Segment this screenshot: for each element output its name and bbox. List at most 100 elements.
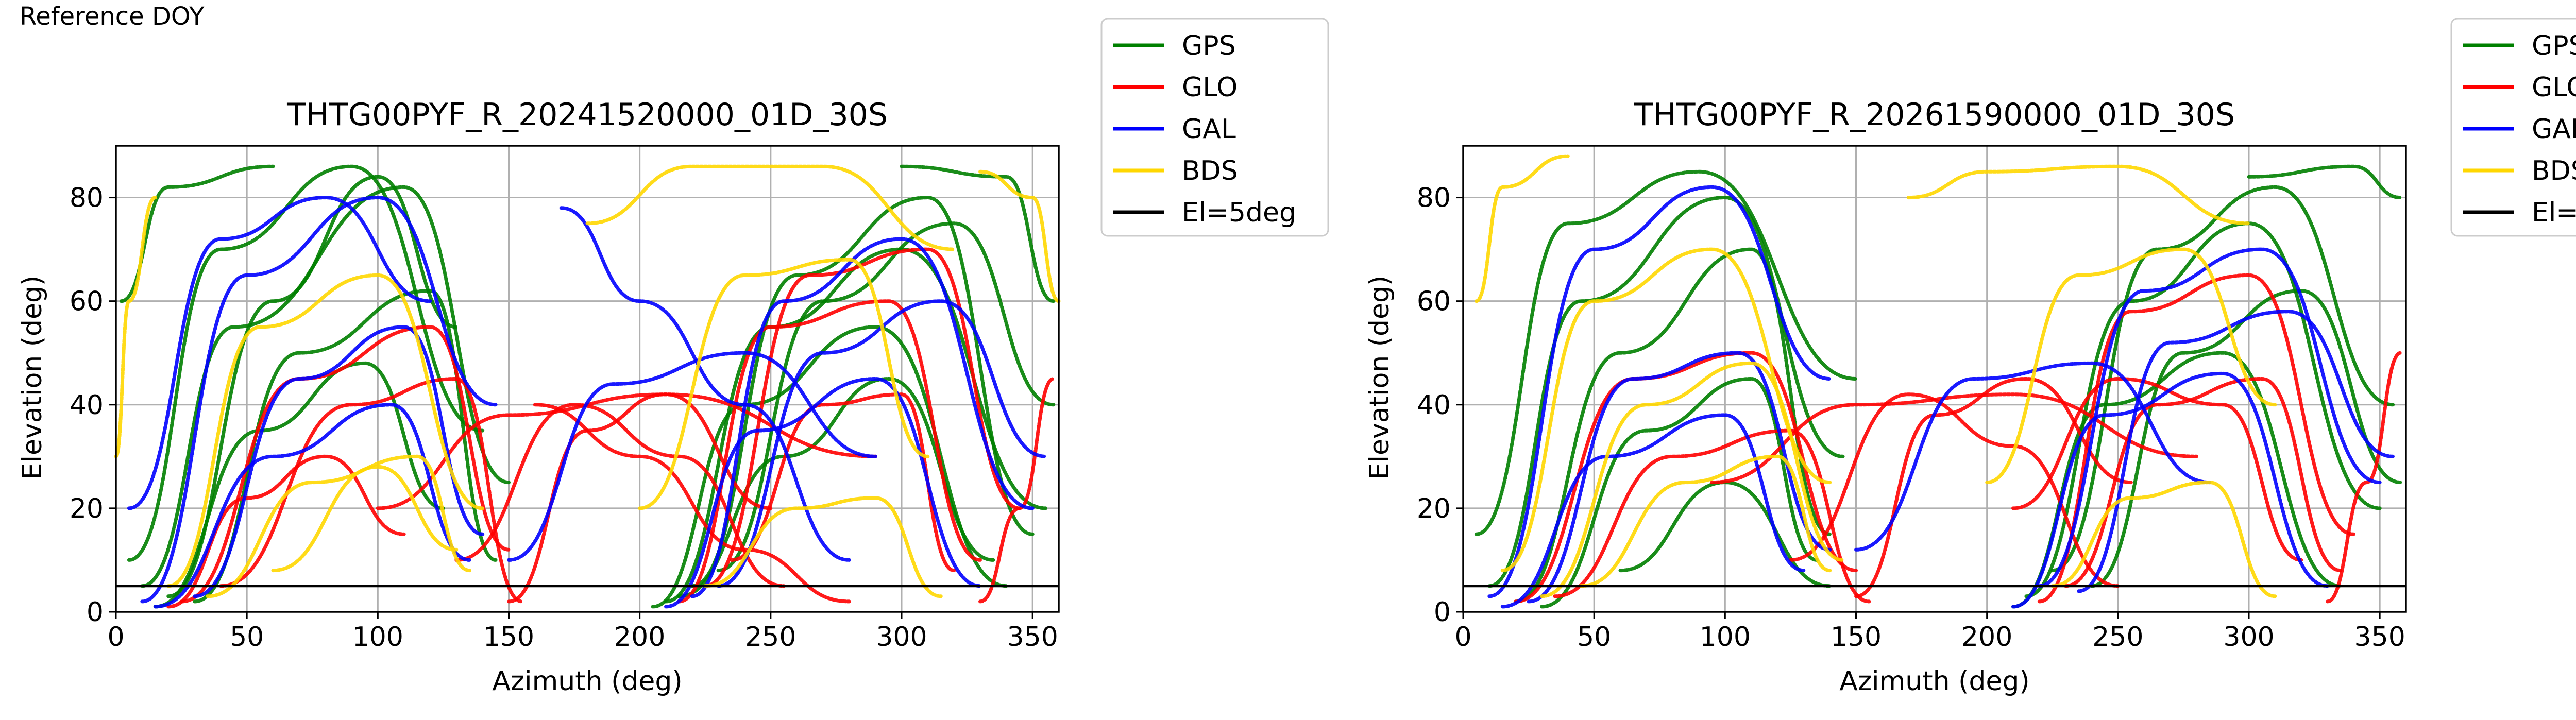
plot-frame <box>1462 145 2407 613</box>
legend-left: GPS GLO GAL BDS El=5deg <box>1100 18 1329 237</box>
gal-track <box>559 206 851 562</box>
legend-label: GPS <box>2532 30 2576 61</box>
y-tick-label: 80 <box>70 183 104 214</box>
gps-track <box>900 164 1056 303</box>
y-tick-label: 0 <box>1434 597 1451 628</box>
legend-item-glo: GLO <box>1113 72 1238 103</box>
series-gal-tracks <box>127 196 1048 609</box>
gps-track <box>1487 196 1845 588</box>
gal-track <box>2011 371 2329 609</box>
series-gps-tracks <box>1474 164 2403 609</box>
gps-track <box>1540 376 1819 609</box>
y-tick-label: 60 <box>1417 286 1451 317</box>
x-tick-label: 350 <box>1007 622 1058 653</box>
legend-label: El=5deg <box>1182 197 1296 228</box>
y-tick-label: 80 <box>1417 183 1451 214</box>
x-axis-label-left: Azimuth (deg) <box>492 666 682 697</box>
bds-track <box>638 258 930 510</box>
x-tick-label: 300 <box>876 622 927 653</box>
y-tick-label: 20 <box>1417 493 1451 524</box>
glo-track <box>1553 428 1871 604</box>
legend-item-gal: GAL <box>1113 114 1236 145</box>
gal-track <box>1500 413 1806 609</box>
gal-track <box>716 299 1048 588</box>
legend-item-gps: GPS <box>1113 30 1236 61</box>
x-tick-label: 0 <box>107 622 124 653</box>
x-tick-label: 50 <box>230 622 264 653</box>
legend-item-glo: GLO <box>2463 72 2576 103</box>
y-axis-label-left: Elevation (deg) <box>17 276 48 480</box>
legend-label: GPS <box>1182 30 1236 61</box>
bds-track <box>978 169 1061 303</box>
gal-track <box>1854 361 2212 552</box>
x-tick-label: 100 <box>1700 622 1751 653</box>
gps-track <box>153 361 445 609</box>
gps-track <box>690 196 1035 588</box>
x-tick-label: 150 <box>1831 622 1882 653</box>
plot-title-left: THTG00PYF_R_20241520000_01D_30S <box>286 97 888 133</box>
x-axis-label-right: Azimuth (deg) <box>1839 666 2029 697</box>
bds-track <box>114 196 157 458</box>
x-tick-label: 300 <box>2223 622 2274 653</box>
gps-track <box>716 221 1056 573</box>
x-tick-label: 100 <box>352 622 403 653</box>
glo-track <box>703 247 1022 588</box>
bds-track <box>703 496 943 598</box>
series-bds-tracks <box>114 164 1061 598</box>
gal-track <box>2077 310 2395 593</box>
x-tick-label: 200 <box>1961 622 2012 653</box>
gps-track <box>193 289 498 604</box>
plot-frame <box>115 145 1060 613</box>
x-tick-label: 50 <box>1577 622 1611 653</box>
glo-track <box>454 403 786 588</box>
x-tick-label: 200 <box>614 622 665 653</box>
series-gal-tracks <box>1487 185 2395 609</box>
legend-item-gps: GPS <box>2463 30 2576 61</box>
x-tick-label: 250 <box>745 622 796 653</box>
gal-track <box>153 403 471 609</box>
legend-label: El=5deg <box>2532 197 2576 228</box>
series-bds-tracks <box>1474 154 2277 598</box>
gps-track <box>2024 221 2382 598</box>
gal-track <box>2037 247 2382 588</box>
y-tick-label: 40 <box>70 390 104 421</box>
x-tick-label: 250 <box>2092 622 2143 653</box>
glo-track <box>179 325 511 604</box>
gal-track <box>690 237 1035 598</box>
legend-item-el-5deg: El=5deg <box>1113 197 1296 228</box>
legend-label: GLO <box>1182 72 1238 103</box>
plot-title-right: THTG00PYF_R_20261590000_01D_30S <box>1634 97 2235 133</box>
bds-track <box>2050 481 2277 598</box>
x-tick-label: 0 <box>1454 622 1471 653</box>
gal-track <box>664 376 982 609</box>
bds-track <box>1985 247 2277 485</box>
legend-label: BDS <box>1182 156 1238 186</box>
legend-item-bds: BDS <box>1113 156 1238 186</box>
legend-label: BDS <box>2532 156 2576 186</box>
bds-track <box>1474 154 1570 303</box>
gal-track <box>127 196 432 510</box>
glo-track <box>507 392 773 604</box>
bds-track <box>1540 361 1845 598</box>
glo-track <box>533 403 851 604</box>
gps-track <box>2247 164 2403 200</box>
gps-track <box>1474 169 1858 536</box>
gal-track <box>193 325 485 598</box>
subplot-right: THTG00PYF_R_20261590000_01D_30S 0 50 100 15… <box>1364 97 2407 697</box>
gps-track <box>2090 289 2403 588</box>
glo-track <box>166 454 406 609</box>
y-tick-label: 20 <box>70 493 104 524</box>
glo-track <box>2326 351 2403 604</box>
glo-track <box>1514 351 1858 604</box>
legend-item-el-5deg: El=5deg <box>2463 197 2576 228</box>
legend-label: GAL <box>2532 114 2576 145</box>
gps-track <box>1514 247 1832 604</box>
y-tick-label: 0 <box>87 597 104 628</box>
gal-track <box>1487 185 1832 598</box>
bds-track <box>585 164 956 251</box>
figure-suptitle: Reference DOY <box>20 2 205 31</box>
subplot-left: THTG00PYF_R_20241520000_01D_30S 0 50 100 15… <box>17 97 1061 697</box>
plot-area-right: 0 50 100 150 200 250 300 350 0 20 40 60 80 <box>1417 145 2407 653</box>
x-tick-label: 150 <box>483 622 534 653</box>
